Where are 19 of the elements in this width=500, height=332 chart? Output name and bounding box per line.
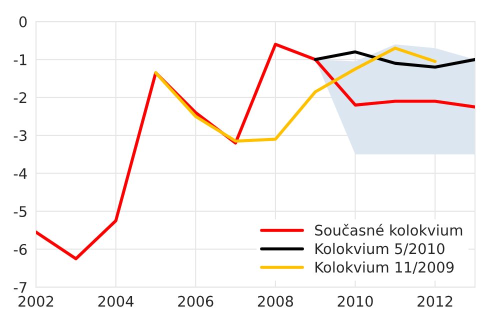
legend-label: Současné kolokvium — [315, 224, 462, 236]
x-tick-label: 2008 — [258, 296, 294, 307]
x-tick-label: 2006 — [178, 296, 214, 307]
x-tick-label: 2012 — [418, 296, 452, 307]
y-tick-label: -4 — [14, 168, 27, 179]
x-tick-label: 2004 — [98, 296, 134, 307]
y-tick-label: -5 — [14, 206, 26, 218]
line-series — [314, 50, 475, 69]
y-tick-label: -1 — [14, 54, 26, 66]
legend-label: Kolokvium 5/2010 — [316, 242, 444, 256]
x-tick-label: 2010 — [338, 296, 373, 307]
line-series — [154, 46, 437, 143]
y-tick-label: -2 — [14, 92, 26, 104]
x-tick-label: 2002 — [18, 296, 54, 307]
legend-label: Kolokvium 11/2009 — [316, 261, 454, 274]
y-tick-label: -3 — [14, 130, 26, 142]
y-tick-label: -7 — [14, 282, 26, 293]
y-tick-label: -6 — [14, 244, 27, 255]
y-tick-label: 0 — [19, 16, 27, 28]
